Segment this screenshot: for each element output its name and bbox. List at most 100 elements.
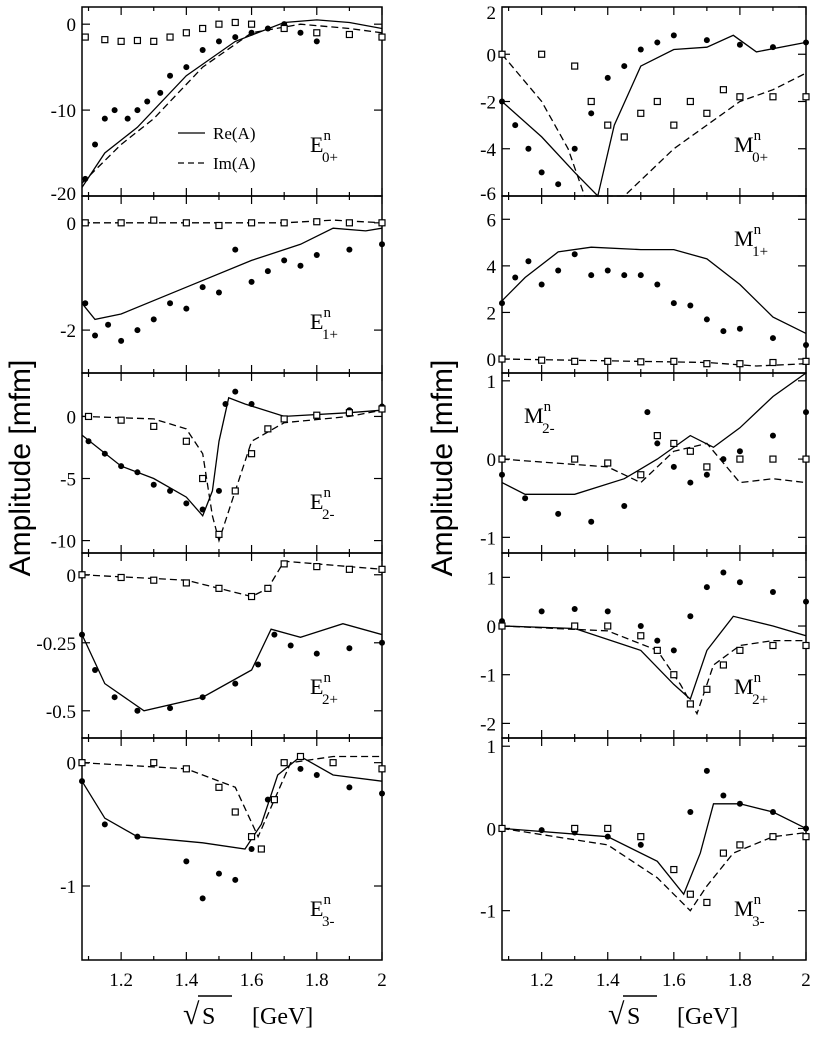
panel-left-2-point [280, 415, 288, 423]
panel-right-3-point [703, 685, 711, 693]
panel-left-1-re-curve [81, 227, 383, 321]
panel-right-3-point [802, 641, 810, 650]
panel-right-1-point [703, 316, 710, 323]
panel-right-2-point [522, 495, 529, 502]
panel-right-0-ytick-label: 0 [487, 45, 497, 66]
panel-right-1-point [621, 272, 628, 279]
panel-right-4-xtick-label: 1.2 [530, 970, 554, 991]
panel-right-3-point [571, 622, 579, 630]
panel-right-4-point [736, 800, 743, 807]
panel-left-0-point [166, 33, 174, 41]
panel-right-3-point [653, 646, 661, 654]
panel-right-1-im-curve [501, 358, 807, 367]
panel-right-2-point [653, 432, 661, 440]
panel-right-1-point [571, 357, 579, 365]
panel-right-1-ytick-label: 6 [487, 210, 497, 231]
panel-right-2: 1 0 -1 Mn 2- [480, 372, 810, 554]
panel-left-1-point [92, 332, 99, 339]
panel-left-0-point [231, 18, 239, 27]
panel-left-4-point [378, 765, 386, 773]
legend-re-label: Re(A) [213, 124, 255, 143]
panel-left-3-point [78, 571, 86, 579]
panel-left-4-point [134, 833, 141, 840]
panel-left-3-point [199, 694, 206, 701]
panel-right-3-point [736, 646, 744, 654]
panel-right-1-point [525, 258, 532, 265]
panel-left-1: 0 -2 En 1+ [60, 195, 386, 374]
right-ylabel: Amplitude [mfm] [426, 360, 459, 577]
panel-right-4-im-curve [501, 827, 807, 912]
panel-left-3-ytick-label: -0.25 [36, 634, 76, 655]
panel-left-2-point [199, 474, 207, 483]
legend: Re(A) Im(A) [178, 124, 255, 173]
panel-left-3-point [92, 666, 99, 673]
panel-left-0-point [248, 29, 255, 36]
panel-left-1-point [280, 219, 288, 227]
panel-right-3: 1 0 -1 -2 Mn 2+ [480, 552, 810, 739]
panel-left-4-point [264, 796, 271, 803]
panel-left-1-point [150, 316, 157, 323]
panel-right-3-point [720, 569, 727, 576]
panel-right-3-point [703, 584, 710, 591]
panel-left-3-ytick-label: -0.5 [46, 702, 76, 723]
panel-right-4-point [604, 824, 612, 833]
panel-right-3-point [604, 608, 611, 615]
panel-left-2-point [85, 438, 92, 445]
right-xlabel: √ S [GeV] [608, 995, 738, 1031]
panel-right-3-label: Mn 2+ [734, 670, 768, 708]
panel-right-2-re-curve [501, 372, 807, 495]
panel-right-4-ytick-label: -1 [480, 902, 496, 923]
panel-left-4-xtick-label: 1.8 [305, 970, 329, 991]
panel-right-4-point [670, 865, 678, 874]
panel-right-0-point [555, 181, 562, 188]
panel-right-1-point [803, 342, 809, 349]
panel-left-1-point [378, 219, 386, 227]
panel-right-1-point [555, 267, 562, 274]
panel-right-4-point [538, 827, 545, 834]
panel-right-4: 1 0 -1 Mn 3- 1.2 1.4 1.6 1.8 2 [480, 737, 811, 991]
panel-right-1-point [687, 302, 694, 309]
panel-left-2-point [247, 450, 256, 458]
panel-left-4-point [257, 845, 265, 853]
panel-right-1-point [499, 300, 505, 307]
panel-right-2-point [644, 409, 651, 416]
panel-left-3-point [287, 642, 294, 649]
panel-left-2-point [215, 530, 223, 538]
panel-right-1-point [670, 300, 677, 307]
panel-right-3-point [736, 579, 743, 586]
panel-right-4-re-curve [501, 803, 807, 896]
panel-left-3-im-curve [81, 560, 383, 598]
panel-left-3-point [79, 631, 85, 638]
panel-right-4-xtick-label: 1.8 [728, 970, 752, 991]
panel-left-4-point [101, 821, 108, 828]
panel-left-4-point [183, 858, 190, 865]
panel-right-4-point [720, 792, 727, 799]
panel-right-4-xtick-label: 1.6 [662, 970, 686, 991]
panel-right-0-point [620, 133, 628, 141]
panel-right-2-point [687, 479, 694, 486]
panel-right-0-point [736, 41, 743, 48]
panel-left-1-im-curve [82, 219, 383, 224]
panel-right-1-point [802, 357, 810, 365]
panel-right-4-point [498, 824, 506, 833]
panel-right-2-point [736, 448, 743, 455]
panel-right-1-point [736, 360, 744, 368]
panel-left-0-point [167, 72, 174, 79]
panel-left-4-point [248, 846, 255, 852]
panel-left-1-point [199, 284, 206, 291]
panel-left-3-point [280, 560, 288, 568]
panel-left-1-point [313, 252, 320, 258]
panel-right-4-point [703, 898, 711, 907]
panel-left-3-point [264, 584, 272, 592]
panel-right-1-point [703, 360, 711, 368]
panel-left-1-point [150, 216, 158, 224]
panel-left-0-point [92, 141, 99, 148]
panel-left-2-point [264, 425, 272, 433]
panel-left-1-label: En 1+ [310, 305, 338, 343]
panel-right-0-ytick-label: -2 [480, 93, 496, 114]
panel-left-4-point [199, 895, 206, 902]
panel-right-3-point [637, 632, 645, 640]
panel-left-4-xtick-label: 1.4 [174, 970, 198, 991]
panel-right-0-point [499, 98, 505, 105]
